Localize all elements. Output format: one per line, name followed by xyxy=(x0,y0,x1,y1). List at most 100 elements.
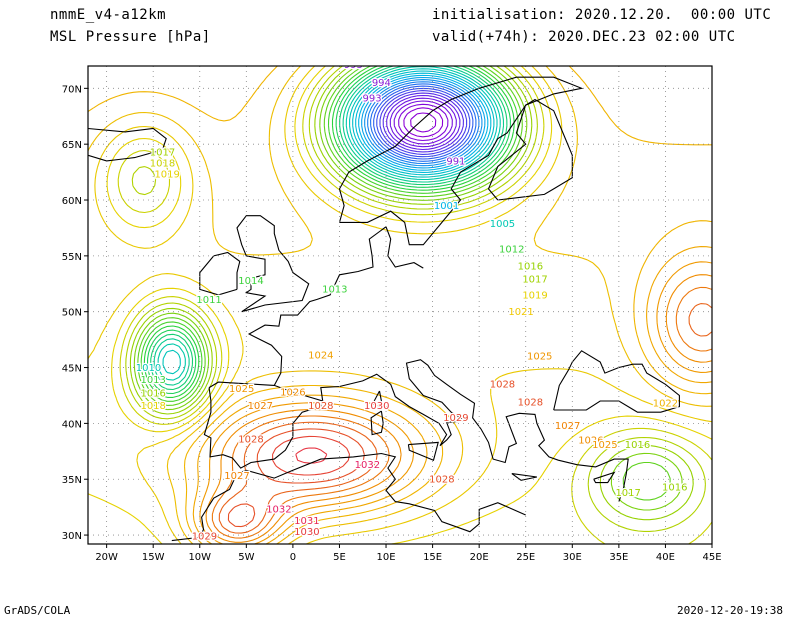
contour-label: 1028 xyxy=(490,380,515,391)
lon-tick-label: 5W xyxy=(238,552,254,563)
map-frame xyxy=(87,65,713,545)
isobar-1004 xyxy=(358,74,489,171)
isobar-1002 xyxy=(364,79,483,167)
isobar-1030 xyxy=(295,447,328,464)
contour-label: 1030 xyxy=(294,527,319,538)
contour-label: 1005 xyxy=(490,219,515,230)
isobar-994 xyxy=(389,97,457,148)
coast-scandinavia xyxy=(338,76,584,246)
contour-label: 1021 xyxy=(508,307,533,318)
contour-label: 1028 xyxy=(429,475,454,486)
contour-label: 1025 xyxy=(229,384,254,395)
lon-tick-label: 20E xyxy=(470,552,489,563)
contour-label: 1013 xyxy=(322,285,347,296)
contour-label: 1025 xyxy=(527,352,552,363)
lon-tick-label: 35E xyxy=(609,552,628,563)
lat-tick-label: 30N xyxy=(62,531,82,542)
contour-label: 1028 xyxy=(518,398,543,409)
isobar-998 xyxy=(376,87,471,158)
isobar-1019 xyxy=(88,66,712,544)
coast-africa xyxy=(171,452,526,542)
contour-label: 1026 xyxy=(578,435,603,446)
contour-label: 1022 xyxy=(653,399,678,410)
contour-label: 1016 xyxy=(518,261,543,272)
model-name: nmmE_v4-a12km xyxy=(50,7,167,23)
isobar-1017 xyxy=(125,66,706,532)
axis-ticks: 20W 15W 10W 5W 0 5E 10E 15E 20E 25E 30E 35E 40E 45E 70… xyxy=(62,84,722,563)
contour-label: 1013 xyxy=(140,375,165,386)
lat-tick-label: 50N xyxy=(62,308,82,319)
contour-label: 1018 xyxy=(150,159,175,170)
isobar-1010 xyxy=(150,66,508,391)
isobar-1022 xyxy=(88,66,712,544)
render-timestamp: 2020-12-20-19:38 xyxy=(677,604,783,617)
isobar-1026 xyxy=(211,286,712,539)
isobar-1028 xyxy=(227,428,365,528)
contour-label: 1016 xyxy=(140,389,165,400)
contour-label: 1019 xyxy=(154,170,179,181)
coast-gb xyxy=(236,215,310,313)
isobar-1016 xyxy=(129,66,694,521)
contour-label: 1011 xyxy=(196,295,221,306)
coast-sardinia xyxy=(370,410,384,436)
lon-tick-label: 20W xyxy=(95,552,118,563)
coast-sicily xyxy=(407,441,439,461)
isobar-995 xyxy=(386,94,461,151)
isobar-1015 xyxy=(133,66,683,511)
contour-label: 1027 xyxy=(248,401,273,412)
lon-tick-label: 40E xyxy=(656,552,675,563)
contour-label: 1028 xyxy=(238,434,263,445)
contour-label: 1028 xyxy=(308,401,333,412)
lon-tick-label: 45E xyxy=(702,552,721,563)
isobar-1014 xyxy=(137,66,671,501)
lat-tick-label: 45N xyxy=(62,364,82,375)
isobar-1003 xyxy=(361,76,486,169)
contour-label: 1010 xyxy=(136,363,161,374)
contour-labels: 995 994 993 991 1001 1005 1012 1014 1013 1011 1016… xyxy=(135,60,689,544)
contour-label: 1029 xyxy=(192,532,217,543)
isobar-991 xyxy=(403,107,444,138)
isobar-990 xyxy=(410,112,437,133)
coast-mediterranean-n xyxy=(320,359,629,502)
contour-label: 1032 xyxy=(266,505,291,516)
contour-label: 1030 xyxy=(364,401,389,412)
coast-crete xyxy=(511,473,538,481)
isobar-996 xyxy=(382,92,464,153)
isobar-1013 xyxy=(140,66,519,402)
contour-label: 994 xyxy=(372,78,391,89)
coast-iceland xyxy=(88,127,167,162)
isobar-1021 xyxy=(88,66,712,544)
coast-france xyxy=(247,225,424,386)
isobar-1006 xyxy=(352,70,495,176)
contour-label: 1019 xyxy=(522,290,547,301)
coast-finland xyxy=(487,98,573,201)
isobar-1024 xyxy=(199,261,712,544)
isobar-992 xyxy=(398,103,449,142)
contour-label: 995 xyxy=(344,60,363,71)
isobar-1001 xyxy=(367,81,480,165)
contour-label: 1016 xyxy=(662,482,687,493)
contour-label: 1018 xyxy=(140,401,165,412)
contour-label: 1029 xyxy=(443,413,468,424)
lon-tick-label: 0 xyxy=(290,552,296,563)
field-name: MSL Pressure [hPa] xyxy=(50,29,211,45)
software-credit: GrADS/COLA xyxy=(4,604,71,617)
contour-label: 1001 xyxy=(434,201,459,212)
lon-tick-label: 15E xyxy=(423,552,442,563)
isobar-contours xyxy=(88,66,712,544)
isobar-1007 xyxy=(162,68,498,375)
contour-label: 1032 xyxy=(355,460,380,471)
contour-label: 993 xyxy=(363,94,382,105)
contour-label: 1014 xyxy=(238,276,263,287)
contour-label: 1025 xyxy=(592,440,617,451)
lat-tick-label: 55N xyxy=(62,252,82,263)
contour-label: 1024 xyxy=(308,351,333,362)
isobar-1018 xyxy=(117,66,712,544)
isobar-1011 xyxy=(146,66,511,395)
isobar-1012 xyxy=(143,66,515,398)
lat-tick-label: 70N xyxy=(62,84,82,95)
isobar-1000 xyxy=(370,83,477,162)
lon-tick-label: 5E xyxy=(333,552,346,563)
contour-label: 1031 xyxy=(294,516,319,527)
coast-cyprus xyxy=(593,471,616,484)
